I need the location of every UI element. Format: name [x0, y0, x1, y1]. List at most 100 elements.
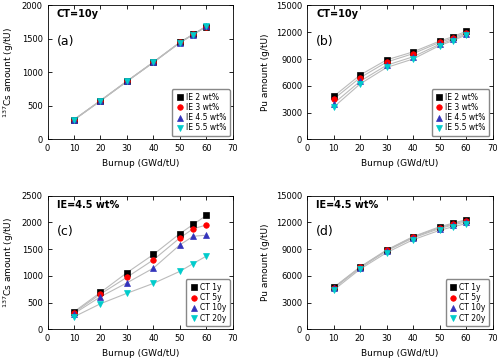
CT 10y: [124, 281, 130, 285]
CT 1y: [71, 309, 77, 314]
IE 2 wt%: [150, 60, 156, 64]
CT 20y: [450, 225, 456, 229]
CT 20y: [330, 288, 336, 292]
Y-axis label: $^{137}$Cs amount (g/tU): $^{137}$Cs amount (g/tU): [2, 27, 16, 118]
CT 20y: [463, 221, 469, 226]
IE 4.5 wt%: [450, 37, 456, 41]
IE 5.5 wt%: [71, 118, 77, 122]
IE 2 wt%: [357, 73, 363, 77]
Line: CT 10y: CT 10y: [331, 219, 469, 291]
CT 20y: [384, 250, 390, 255]
IE 3 wt%: [384, 60, 390, 64]
Text: (c): (c): [57, 225, 74, 238]
CT 1y: [190, 222, 196, 227]
IE 5.5 wt%: [98, 99, 103, 103]
CT 5y: [190, 226, 196, 231]
CT 1y: [410, 234, 416, 239]
Text: IE=4.5 wt%: IE=4.5 wt%: [316, 199, 378, 210]
CT 1y: [357, 265, 363, 269]
CT 10y: [190, 234, 196, 238]
IE 5.5 wt%: [204, 24, 210, 28]
IE 4.5 wt%: [436, 42, 442, 47]
CT 10y: [436, 226, 442, 231]
CT 5y: [357, 265, 363, 270]
IE 4.5 wt%: [150, 60, 156, 64]
CT 20y: [357, 267, 363, 272]
Y-axis label: $^{137}$Cs amount (g/tU): $^{137}$Cs amount (g/tU): [2, 217, 16, 308]
IE 3 wt%: [410, 51, 416, 56]
CT 1y: [330, 285, 336, 290]
IE 5.5 wt%: [357, 82, 363, 86]
CT 5y: [436, 225, 442, 230]
CT 5y: [463, 218, 469, 223]
IE 2 wt%: [71, 118, 77, 122]
Line: IE 2 wt%: IE 2 wt%: [331, 28, 469, 99]
CT 10y: [98, 294, 103, 299]
CT 10y: [204, 233, 210, 237]
CT 10y: [330, 286, 336, 290]
CT 5y: [124, 275, 130, 280]
CT 20y: [190, 261, 196, 266]
X-axis label: Burnup (GWd/tU): Burnup (GWd/tU): [361, 159, 438, 168]
IE 5.5 wt%: [124, 79, 130, 84]
IE 3 wt%: [357, 76, 363, 80]
IE 3 wt%: [71, 118, 77, 122]
CT 1y: [124, 270, 130, 275]
CT 10y: [410, 236, 416, 240]
IE 5.5 wt%: [190, 32, 196, 37]
Legend: IE 2 wt%, IE 3 wt%, IE 4.5 wt%, IE 5.5 wt%: IE 2 wt%, IE 3 wt%, IE 4.5 wt%, IE 5.5 w…: [172, 89, 230, 136]
IE 2 wt%: [190, 32, 196, 36]
CT 1y: [436, 225, 442, 229]
CT 5y: [71, 310, 77, 315]
IE 4.5 wt%: [463, 32, 469, 36]
IE 4.5 wt%: [71, 118, 77, 122]
IE 3 wt%: [98, 98, 103, 103]
IE 4.5 wt%: [330, 102, 336, 106]
IE 5.5 wt%: [384, 65, 390, 70]
IE 3 wt%: [190, 32, 196, 36]
CT 5y: [410, 235, 416, 239]
IE 4.5 wt%: [98, 99, 103, 103]
IE 4.5 wt%: [190, 32, 196, 37]
CT 20y: [177, 269, 183, 273]
IE 2 wt%: [384, 58, 390, 62]
X-axis label: Burnup (GWd/tU): Burnup (GWd/tU): [361, 349, 438, 358]
Line: IE 5.5 wt%: IE 5.5 wt%: [71, 23, 209, 123]
Text: IE=4.5 wt%: IE=4.5 wt%: [57, 199, 119, 210]
Text: (a): (a): [57, 35, 74, 48]
IE 5.5 wt%: [450, 39, 456, 43]
CT 20y: [98, 301, 103, 306]
Text: CT=10y: CT=10y: [57, 9, 99, 20]
CT 5y: [450, 222, 456, 226]
CT 10y: [450, 223, 456, 227]
CT 5y: [330, 286, 336, 290]
IE 3 wt%: [204, 24, 210, 29]
CT 20y: [410, 238, 416, 242]
Text: (b): (b): [316, 35, 334, 48]
CT 20y: [436, 228, 442, 233]
IE 3 wt%: [124, 79, 130, 83]
IE 4.5 wt%: [177, 40, 183, 45]
CT 20y: [71, 314, 77, 319]
Line: CT 5y: CT 5y: [71, 222, 209, 315]
IE 5.5 wt%: [410, 57, 416, 61]
CT 10y: [384, 249, 390, 253]
CT 5y: [98, 292, 103, 296]
Legend: CT 1y, CT 5y, CT 10y, CT 20y: CT 1y, CT 5y, CT 10y, CT 20y: [186, 279, 230, 327]
IE 4.5 wt%: [204, 24, 210, 28]
IE 5.5 wt%: [150, 60, 156, 64]
CT 1y: [150, 252, 156, 257]
IE 4.5 wt%: [410, 55, 416, 59]
CT 5y: [177, 236, 183, 240]
IE 2 wt%: [98, 98, 103, 103]
Y-axis label: Pu amount (g/tU): Pu amount (g/tU): [262, 33, 270, 111]
Legend: CT 1y, CT 5y, CT 10y, CT 20y: CT 1y, CT 5y, CT 10y, CT 20y: [446, 279, 490, 327]
Line: CT 1y: CT 1y: [71, 213, 209, 314]
IE 2 wt%: [124, 79, 130, 83]
Line: IE 5.5 wt%: IE 5.5 wt%: [331, 32, 469, 110]
Line: CT 20y: CT 20y: [331, 221, 469, 293]
CT 5y: [150, 258, 156, 262]
IE 2 wt%: [450, 35, 456, 39]
IE 4.5 wt%: [384, 63, 390, 67]
Text: (d): (d): [316, 225, 334, 238]
